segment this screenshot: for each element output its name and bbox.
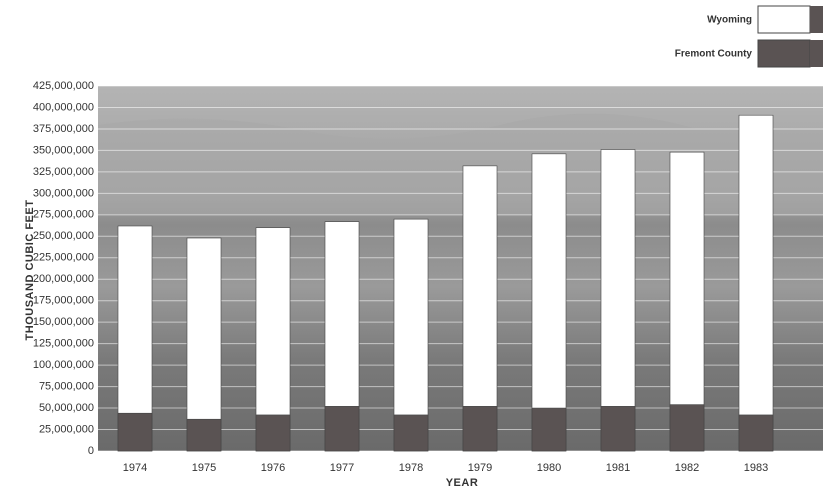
bar bbox=[531, 407, 567, 452]
y-tick-label: 400,000,000 bbox=[33, 101, 94, 113]
x-tick-label: 1978 bbox=[399, 462, 423, 474]
x-tick-label: 1977 bbox=[330, 462, 354, 474]
bar bbox=[462, 406, 498, 452]
y-tick-label: 275,000,000 bbox=[33, 209, 94, 221]
x-tick-label: 1976 bbox=[261, 462, 285, 474]
x-tick-label: 1975 bbox=[192, 462, 216, 474]
bar bbox=[600, 149, 636, 452]
x-tick-label: 1980 bbox=[537, 462, 561, 474]
bar bbox=[462, 165, 498, 452]
y-tick-label: 250,000,000 bbox=[33, 230, 94, 242]
legend-label: Fremont County bbox=[675, 49, 753, 60]
bar bbox=[600, 406, 636, 452]
y-tick-label: 0 bbox=[88, 445, 94, 457]
bar bbox=[738, 414, 774, 452]
legend-label: Wyoming bbox=[707, 15, 752, 26]
y-tick-label: 200,000,000 bbox=[33, 273, 94, 285]
bar bbox=[393, 218, 429, 452]
bar bbox=[531, 153, 567, 452]
x-tick-label: 1983 bbox=[744, 462, 768, 474]
y-tick-label: 125,000,000 bbox=[33, 338, 94, 350]
x-tick-label: 1982 bbox=[675, 462, 699, 474]
y-axis-title: THOUSAND CUBIC FEET bbox=[24, 200, 36, 341]
bar bbox=[324, 406, 360, 452]
y-tick-label: 150,000,000 bbox=[33, 316, 94, 328]
x-tick-label: 1981 bbox=[606, 462, 630, 474]
y-tick-label: 175,000,000 bbox=[33, 295, 94, 307]
y-tick-label: 300,000,000 bbox=[33, 187, 94, 199]
bar bbox=[186, 237, 222, 452]
y-tick-label: 50,000,000 bbox=[39, 402, 94, 414]
legend-swatch-edge bbox=[810, 6, 823, 33]
bar bbox=[393, 414, 429, 452]
y-tick-label: 425,000,000 bbox=[33, 80, 94, 92]
bar bbox=[738, 114, 774, 452]
bar bbox=[669, 151, 705, 452]
y-tick-label: 25,000,000 bbox=[39, 423, 94, 435]
x-tick-label: 1974 bbox=[123, 462, 147, 474]
y-tick-label: 225,000,000 bbox=[33, 252, 94, 264]
y-tick-label: 375,000,000 bbox=[33, 123, 94, 135]
bar bbox=[255, 227, 291, 452]
x-axis-title: YEAR bbox=[446, 477, 479, 489]
legend-swatch bbox=[757, 39, 811, 68]
y-tick-label: 325,000,000 bbox=[33, 166, 94, 178]
legend: Wyoming Fremont County bbox=[675, 5, 823, 68]
y-tick-label: 75,000,000 bbox=[39, 380, 94, 392]
legend-swatch-edge bbox=[810, 40, 823, 67]
y-tick-label: 100,000,000 bbox=[33, 359, 94, 371]
x-tick-label: 1979 bbox=[468, 462, 492, 474]
bar bbox=[669, 404, 705, 452]
hills bbox=[98, 113, 823, 215]
y-tick-label: 350,000,000 bbox=[33, 144, 94, 156]
legend-swatch bbox=[757, 5, 811, 34]
bar bbox=[186, 418, 222, 452]
bar bbox=[117, 412, 153, 452]
bar bbox=[255, 414, 291, 452]
